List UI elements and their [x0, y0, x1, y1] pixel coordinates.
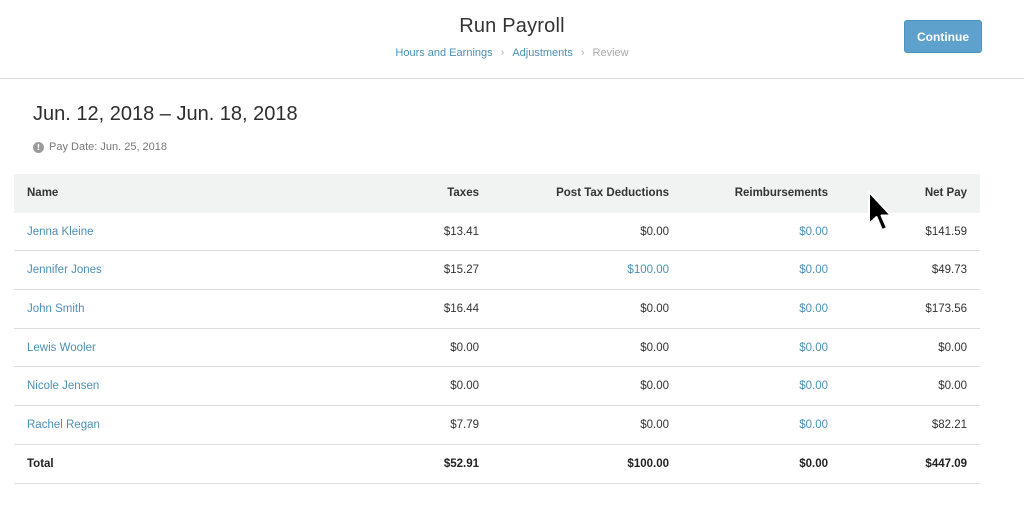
- breadcrumb-hours-and-earnings[interactable]: Hours and Earnings: [395, 47, 493, 59]
- reimbursements-link[interactable]: $0.00: [799, 225, 828, 238]
- reimbursements-link[interactable]: $0.00: [799, 302, 828, 315]
- top-bar: Run Payroll Hours and Earnings › Adjustmen…: [0, 0, 1024, 79]
- employee-name-link[interactable]: Jennifer Jones: [27, 264, 102, 277]
- column-header-reimbursements: Reimbursements: [734, 187, 828, 200]
- page-title: Run Payroll: [459, 15, 565, 37]
- table-total-row: Total $52.91 $100.00 $0.00 $447.09: [14, 445, 980, 484]
- table-row: Lewis Wooler $0.00 $0.00 $0.00 $0.00: [14, 329, 980, 368]
- column-header-name: Name: [27, 187, 59, 200]
- continue-button[interactable]: Continue: [904, 20, 982, 53]
- table-row: John Smith $16.44 $0.00 $0.00 $173.56: [14, 290, 980, 329]
- column-header-post-tax-deductions: Post Tax Deductions: [556, 187, 669, 200]
- reimbursements-link[interactable]: $0.00: [799, 341, 828, 354]
- mouse-pointer-icon: [868, 191, 892, 231]
- breadcrumb-review: Review: [592, 47, 629, 59]
- table-row: Rachel Regan $7.79 $0.00 $0.00 $82.21: [14, 406, 980, 445]
- post-tax-deductions-link[interactable]: $100.00: [627, 264, 669, 277]
- info-icon: !: [33, 141, 44, 153]
- total-label: Total: [27, 457, 54, 470]
- net-pay-value: $141.59: [925, 225, 967, 238]
- post-tax-deductions-value: $0.00: [640, 418, 669, 431]
- table-header-row: Name Taxes Post Tax Deductions Reimburse…: [14, 174, 980, 213]
- taxes-value: $0.00: [450, 380, 479, 393]
- employee-name-link[interactable]: Nicole Jensen: [27, 380, 100, 393]
- total-post-tax-deductions-value: $100.00: [627, 457, 669, 470]
- post-tax-deductions-value: $0.00: [640, 380, 669, 393]
- column-header-net-pay: Net Pay: [924, 187, 967, 200]
- table-row: Jennifer Jones $15.27 $100.00 $0.00 $49.…: [14, 251, 980, 291]
- total-taxes-value: $52.91: [443, 457, 479, 470]
- net-pay-value: $173.56: [925, 302, 967, 315]
- breadcrumb: Hours and Earnings › Adjustments › Review: [0, 47, 1024, 59]
- reimbursements-link[interactable]: $0.00: [799, 418, 828, 431]
- taxes-value: $0.00: [450, 341, 479, 354]
- employee-name-link[interactable]: John Smith: [27, 302, 85, 315]
- table-row: Jenna Kleine $13.41 $0.00 $0.00 $141.59: [14, 213, 980, 252]
- employee-name-link[interactable]: Jenna Kleine: [27, 225, 94, 238]
- breadcrumb-separator-icon: ›: [500, 47, 505, 59]
- breadcrumb-adjustments[interactable]: Adjustments: [512, 47, 573, 59]
- breadcrumb-separator-icon: ›: [580, 47, 585, 59]
- table-row: Nicole Jensen $0.00 $0.00 $0.00 $0.00: [14, 367, 980, 407]
- pay-date-label: Pay Date: Jun. 25, 2018: [49, 141, 168, 153]
- taxes-value: $13.41: [443, 225, 479, 238]
- net-pay-value: $0.00: [938, 380, 967, 393]
- post-tax-deductions-value: $0.00: [640, 225, 669, 238]
- total-reimbursements-value: $0.00: [799, 457, 828, 470]
- net-pay-value: $0.00: [938, 341, 967, 354]
- employee-name-link[interactable]: Rachel Regan: [27, 418, 100, 431]
- post-tax-deductions-value: $0.00: [640, 302, 669, 315]
- net-pay-value: $82.21: [931, 418, 967, 431]
- net-pay-value: $49.73: [931, 264, 967, 277]
- total-net-pay-value: $447.09: [925, 457, 967, 470]
- column-header-taxes: Taxes: [447, 187, 479, 200]
- pay-period-date-range: Jun. 12, 2018 – Jun. 18, 2018: [33, 103, 298, 125]
- reimbursements-link[interactable]: $0.00: [799, 264, 828, 277]
- employee-name-link[interactable]: Lewis Wooler: [27, 341, 96, 354]
- post-tax-deductions-value: $0.00: [640, 341, 669, 354]
- reimbursements-link[interactable]: $0.00: [799, 380, 828, 393]
- taxes-value: $7.79: [450, 418, 479, 431]
- payroll-review-table: Name Taxes Post Tax Deductions Reimburse…: [14, 174, 980, 484]
- taxes-value: $16.44: [443, 302, 479, 315]
- taxes-value: $15.27: [443, 264, 479, 277]
- pay-date: ! Pay Date: Jun. 25, 2018: [33, 141, 167, 153]
